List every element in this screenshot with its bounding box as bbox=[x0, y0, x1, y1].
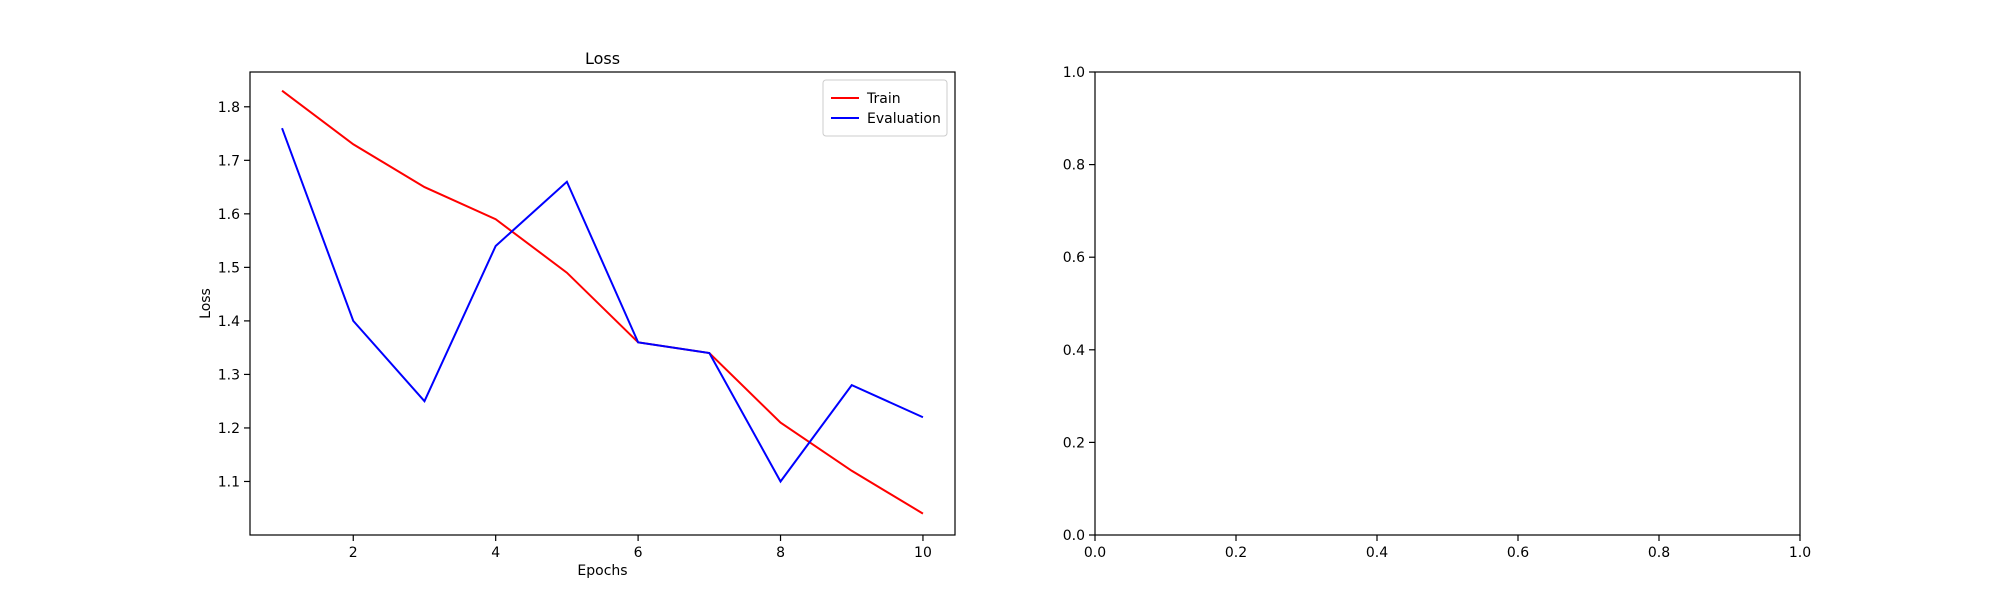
y-tick-label: 1.6 bbox=[218, 207, 240, 223]
x-tick-label: 0.2 bbox=[1225, 545, 1247, 561]
series-line-evaluation bbox=[281, 127, 924, 484]
x-tick-label: 0.0 bbox=[1084, 545, 1106, 561]
loss-chart: 2 4 6 8 10 1.1 1.2 1.3 1.4 1.5 1.6 1.7 1.8 Loss Epochs… bbox=[198, 49, 956, 579]
x-axis-label: Epochs bbox=[577, 563, 627, 579]
x-tick-label: 6 bbox=[634, 545, 643, 561]
x-tick-label: 1.0 bbox=[1789, 545, 1811, 561]
y-tick-label: 1.1 bbox=[218, 474, 240, 490]
y-axis-label: Loss bbox=[198, 288, 214, 319]
empty-chart: 0.0 0.2 0.4 0.6 0.8 1.0 0.0 0.2 0.4 0.6 0.8 1.0 bbox=[1063, 65, 1811, 561]
y-tick-label: 1.3 bbox=[218, 367, 240, 383]
plot-frame bbox=[1094, 71, 1801, 536]
y-tick-label: 0.4 bbox=[1063, 343, 1085, 359]
y-tick-label: 1.5 bbox=[218, 260, 240, 276]
y-tick-label: 0.2 bbox=[1063, 435, 1085, 451]
y-tick-label: 0.0 bbox=[1063, 528, 1085, 544]
y-tick-label: 1.7 bbox=[218, 153, 240, 169]
x-tick-label: 0.4 bbox=[1366, 545, 1388, 561]
plot-frame bbox=[249, 71, 956, 536]
y-tick-label: 0.8 bbox=[1063, 158, 1085, 174]
legend-box bbox=[822, 79, 948, 137]
x-tick-label: 0.6 bbox=[1507, 545, 1529, 561]
legend-label: Train bbox=[866, 91, 901, 107]
x-tick-label: 0.8 bbox=[1648, 545, 1670, 561]
y-tick-label: 1.2 bbox=[218, 421, 240, 437]
x-tick-label: 8 bbox=[776, 545, 785, 561]
x-tick-label: 10 bbox=[914, 545, 932, 561]
y-tick-label: 1.8 bbox=[218, 100, 240, 116]
y-tick-label: 1.0 bbox=[1063, 65, 1085, 81]
x-tick-label: 4 bbox=[491, 545, 500, 561]
y-tick-label: 1.4 bbox=[218, 314, 240, 330]
series-line-train bbox=[281, 89, 924, 515]
legend-label: Evaluation bbox=[867, 111, 941, 127]
chart-title: Loss bbox=[585, 49, 620, 68]
legend: Train Evaluation bbox=[822, 79, 948, 137]
y-tick-label: 0.6 bbox=[1063, 250, 1085, 266]
x-tick-label: 2 bbox=[349, 545, 358, 561]
